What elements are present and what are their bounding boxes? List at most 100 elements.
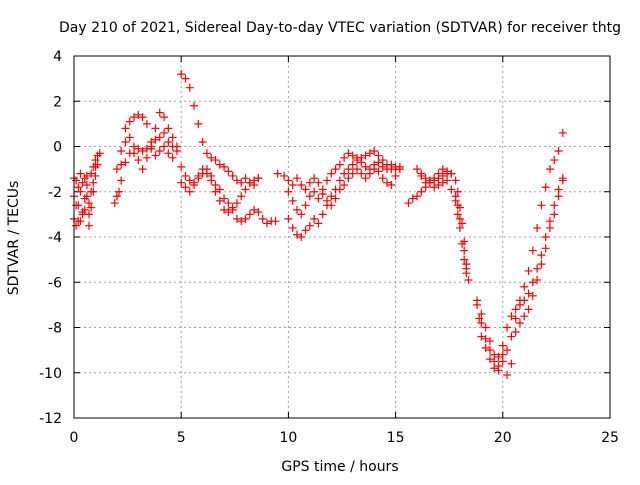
data-point	[280, 171, 289, 180]
data-point	[224, 199, 233, 208]
data-point	[284, 187, 293, 196]
data-point	[155, 108, 164, 117]
data-point	[232, 199, 241, 208]
data-point	[370, 147, 379, 156]
y-tick-label: -8	[48, 321, 62, 337]
data-point	[72, 201, 81, 210]
data-point	[545, 223, 554, 232]
data-point	[80, 194, 89, 203]
data-point	[348, 151, 357, 160]
data-point	[215, 196, 224, 205]
data-point	[374, 151, 383, 160]
data-point	[558, 128, 567, 137]
data-point	[160, 142, 169, 151]
data-point	[447, 169, 456, 178]
grid-layer	[74, 56, 610, 418]
data-point	[297, 180, 306, 189]
data-point	[413, 192, 422, 201]
data-point	[134, 144, 143, 153]
data-point	[365, 149, 374, 158]
data-point	[378, 162, 387, 171]
data-point	[232, 214, 241, 223]
data-point	[215, 185, 224, 194]
data-point	[340, 153, 349, 162]
y-tick-label: 2	[53, 94, 62, 110]
data-point	[443, 176, 452, 185]
x-tick-label: 0	[70, 430, 79, 446]
data-point	[297, 210, 306, 219]
data-point	[228, 205, 237, 214]
data-point	[378, 174, 387, 183]
data-point	[340, 169, 349, 178]
y-tick-label: -2	[48, 185, 62, 201]
data-point	[181, 183, 190, 192]
data-point	[301, 226, 310, 235]
data-point	[314, 178, 323, 187]
data-point	[288, 180, 297, 189]
data-point	[241, 185, 250, 194]
data-point	[477, 309, 486, 318]
data-point	[511, 314, 520, 323]
data-point	[237, 192, 246, 201]
data-point	[533, 275, 542, 284]
data-point	[331, 165, 340, 174]
data-point	[85, 221, 94, 230]
data-point	[194, 119, 203, 128]
data-point	[353, 165, 362, 174]
data-point	[76, 187, 85, 196]
data-point	[117, 147, 126, 156]
data-point	[477, 318, 486, 327]
data-point	[160, 128, 169, 137]
data-point	[481, 343, 490, 352]
data-point	[528, 246, 537, 255]
data-point	[130, 149, 139, 158]
data-point	[460, 255, 469, 264]
y-tick-label: -10	[39, 366, 62, 382]
data-point	[327, 169, 336, 178]
data-point	[524, 266, 533, 275]
data-point	[142, 119, 151, 128]
data-point	[121, 124, 130, 133]
data-point	[458, 239, 467, 248]
data-point	[322, 196, 331, 205]
data-point	[292, 174, 301, 183]
data-point	[78, 178, 87, 187]
data-point	[271, 217, 280, 226]
data-point	[305, 178, 314, 187]
data-point	[357, 158, 366, 167]
data-point	[327, 201, 336, 210]
data-point	[112, 192, 121, 201]
data-point	[237, 217, 246, 226]
data-point	[528, 291, 537, 300]
series-1	[70, 128, 567, 370]
x-tick-label: 25	[601, 430, 619, 446]
data-point	[335, 160, 344, 169]
data-point	[95, 149, 104, 158]
data-point	[331, 194, 340, 203]
data-point	[550, 156, 559, 165]
x-tick-label: 15	[387, 430, 405, 446]
data-point	[215, 160, 224, 169]
data-point	[490, 357, 499, 366]
data-point	[475, 314, 484, 323]
data-point	[172, 142, 181, 151]
data-point	[198, 137, 207, 146]
data-point	[447, 185, 456, 194]
data-point	[383, 178, 392, 187]
plot-frame	[73, 55, 611, 419]
data-point	[76, 217, 85, 226]
data-point	[76, 169, 85, 178]
data-point	[177, 178, 186, 187]
data-point	[511, 328, 520, 337]
data-point	[348, 160, 357, 169]
data-point	[284, 214, 293, 223]
data-point	[305, 221, 314, 230]
data-point	[241, 174, 250, 183]
data-point	[305, 192, 314, 201]
data-point	[383, 165, 392, 174]
data-point	[434, 180, 443, 189]
data-point	[155, 133, 164, 142]
data-point	[417, 171, 426, 180]
data-point	[545, 217, 554, 226]
